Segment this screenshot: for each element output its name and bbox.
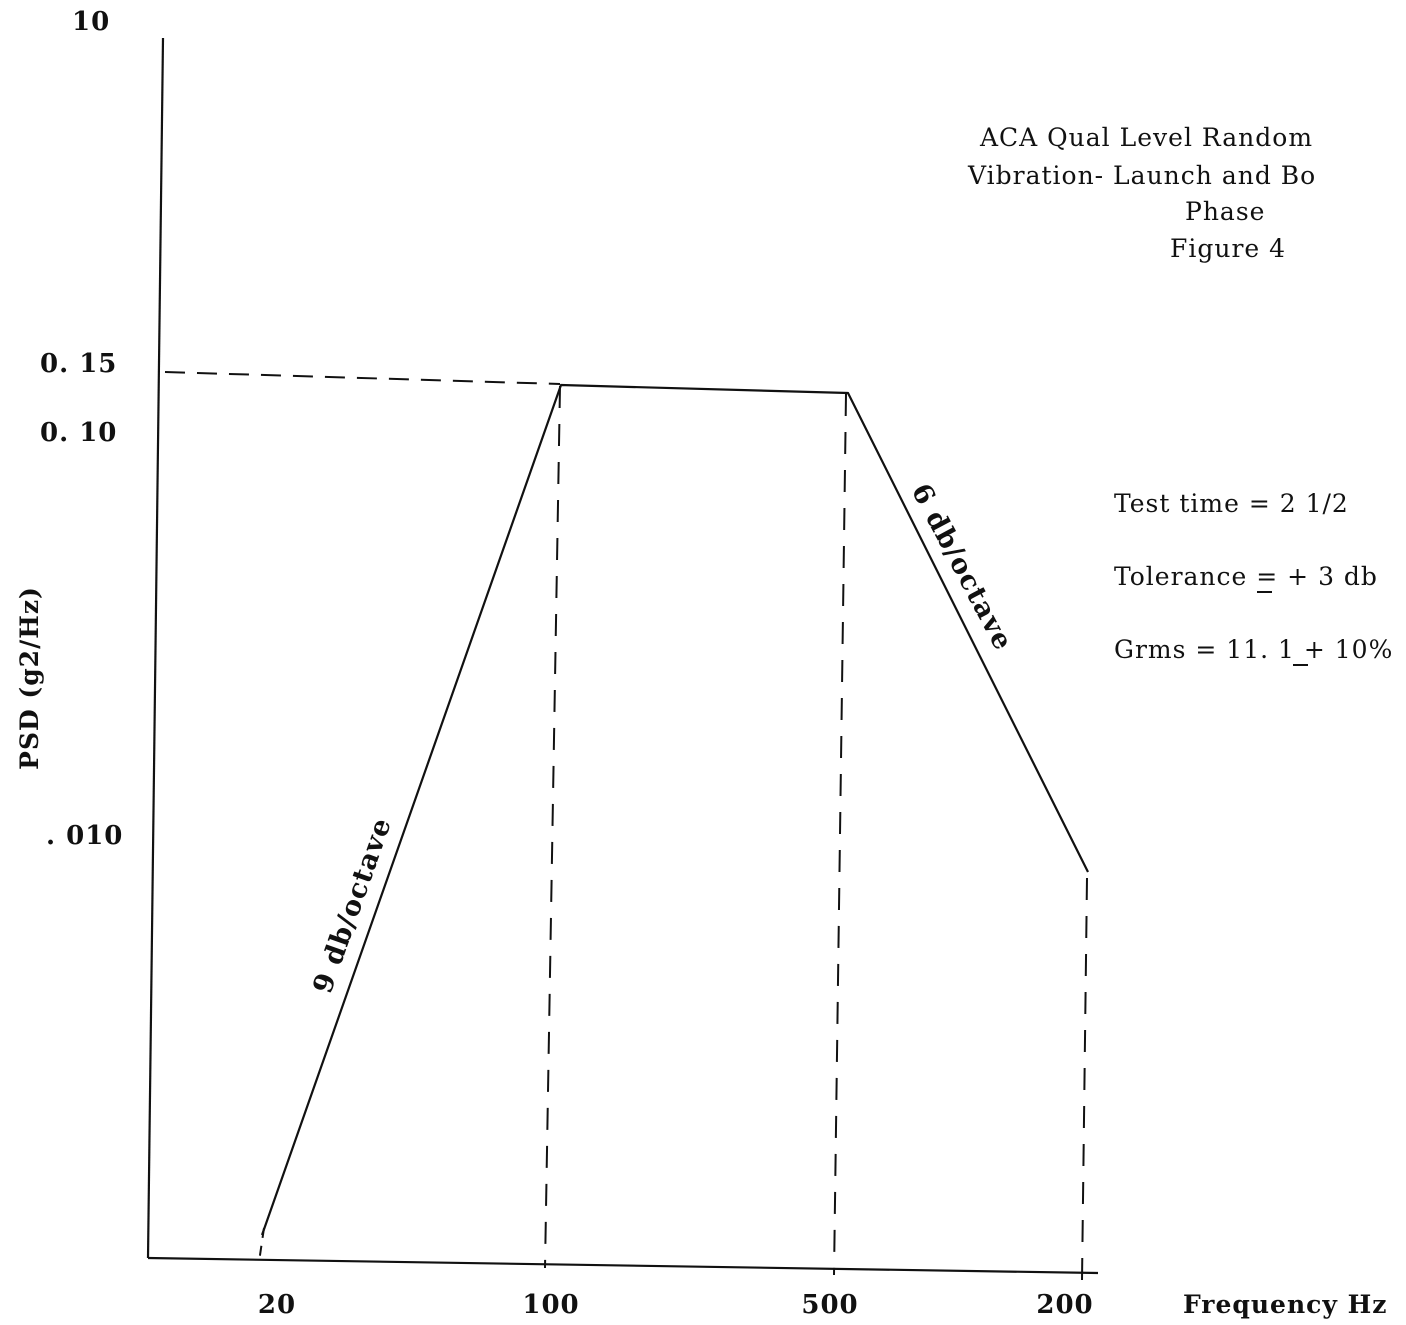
y-axis-line (146, 37, 165, 1259)
reference-level-line (164, 371, 561, 385)
x-tick-label-100: 100 (522, 1290, 579, 1320)
tolerance-note: Tolerance = + 3 db (1114, 562, 1378, 591)
y-tick-label-10: 10 (72, 7, 110, 37)
y-axis-title: PSD (g2/Hz) (15, 586, 44, 770)
x-tick-label-200: 200 (1036, 1290, 1093, 1320)
rise-slope-label: 9 db/octave (307, 813, 398, 997)
x-axis-line (147, 1256, 1099, 1275)
chart-title-line-1: ACA Qual Level Random (979, 123, 1313, 152)
grms-prefix: Grms = 11. 1 (1114, 635, 1304, 664)
psd-profile-line (260, 383, 1089, 1236)
drop-line-100 (544, 385, 561, 1269)
x-tick-label-20: 20 (258, 1290, 296, 1320)
x-tick-label-500: 500 (801, 1290, 858, 1320)
chart-title-line-3: Phase (1185, 197, 1265, 226)
test-time-note: Test time = 2 1/2 (1114, 489, 1349, 518)
y-tick-label-0010: . 010 (46, 821, 123, 851)
y-tick-label-010: 0. 10 (40, 418, 117, 448)
drop-line-200 (1081, 877, 1088, 1281)
grms-value: 10% (1326, 635, 1394, 664)
chart-title-line-2: Vibration- Launch and Bo (967, 161, 1316, 190)
tolerance-prefix: Tolerance = (1114, 562, 1287, 591)
fall-slope-label: 6 db/octave (905, 479, 1019, 656)
tolerance-plus-minus: + (1287, 562, 1309, 591)
y-tick-label-015: 0. 15 (40, 349, 117, 379)
x-axis-title: Frequency Hz (1183, 1290, 1387, 1319)
grms-note: Grms = 11. 1 + 10% (1114, 635, 1393, 664)
tolerance-value: 3 db (1309, 562, 1378, 591)
grms-plus-minus: + (1304, 635, 1326, 664)
drop-line-500 (833, 393, 847, 1276)
chart-title-line-4: Figure 4 (1170, 234, 1286, 263)
